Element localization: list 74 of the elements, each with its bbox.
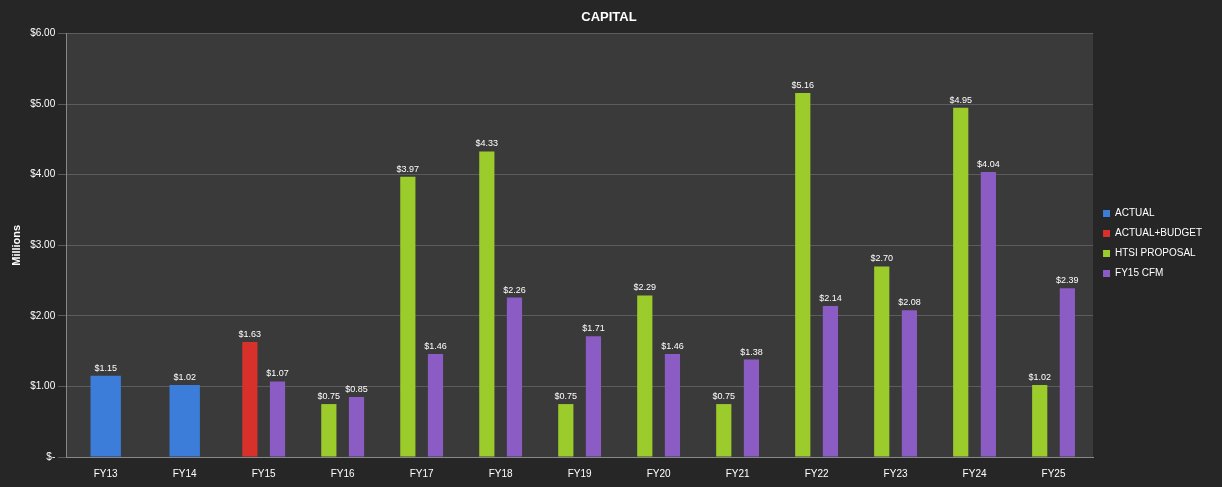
bar: [1059, 288, 1075, 457]
bar: [90, 375, 121, 457]
chart-title: CAPITAL: [581, 9, 637, 25]
bar: [822, 305, 839, 457]
bar: [716, 404, 732, 457]
y-tick-label: $4.00: [30, 168, 56, 180]
data-label: $2.14: [819, 292, 842, 303]
bar: [242, 341, 258, 457]
bar: [427, 353, 444, 457]
data-label: $2.29: [633, 282, 657, 293]
data-label: $1.63: [238, 328, 262, 339]
legend-label: FY15 CFM: [1115, 267, 1164, 279]
bar: [874, 266, 890, 457]
bar: [901, 310, 917, 457]
bar: [1032, 385, 1048, 457]
bar: [269, 381, 286, 457]
x-tick-label: FY23: [883, 467, 908, 479]
data-label: $2.26: [503, 284, 526, 295]
x-tick-label: FY20: [646, 467, 671, 479]
bar: [637, 295, 653, 457]
x-tick-label: FY15: [251, 467, 277, 479]
bar: [585, 336, 602, 457]
y-tick-label: $5.00: [30, 97, 56, 109]
data-label: $1.02: [173, 372, 196, 383]
legend-label: ACTUAL+BUDGET: [1115, 227, 1203, 239]
bar: [169, 385, 200, 457]
legend-label: HTSI PROPOSAL: [1115, 247, 1197, 259]
x-tick-label: FY21: [725, 467, 750, 479]
bar: [558, 404, 574, 457]
data-label: $4.04: [977, 158, 1000, 169]
bar: [400, 176, 416, 457]
data-label: $1.02: [1028, 372, 1051, 383]
bar: [506, 297, 523, 457]
x-tick-label: FY18: [488, 467, 514, 479]
data-label: $1.46: [661, 340, 684, 351]
data-label: $3.97: [396, 163, 420, 174]
bar: [743, 359, 760, 457]
data-label: $1.71: [582, 323, 605, 334]
y-axis-title: Millions: [9, 224, 22, 266]
x-tick-label: FY24: [962, 467, 987, 479]
y-tick-label: $3.00: [30, 239, 56, 251]
bar: [980, 171, 996, 457]
bar: [479, 151, 495, 457]
y-tick-label: $1.00: [30, 380, 56, 392]
data-label: $0.85: [345, 384, 368, 394]
data-label: $5.16: [791, 79, 815, 90]
data-label: $0.75: [712, 391, 736, 402]
x-tick-label: FY22: [804, 467, 829, 479]
y-tick-label: $6.00: [30, 27, 56, 39]
legend-label: ACTUAL: [1115, 207, 1155, 219]
bar: [953, 107, 969, 457]
x-tick-label: FY16: [330, 467, 356, 479]
data-label: $1.15: [94, 362, 117, 373]
data-label: $1.46: [424, 340, 447, 351]
data-label: $0.75: [554, 391, 578, 402]
data-label: $4.33: [475, 138, 499, 149]
x-tick-label: FY13: [93, 467, 119, 479]
data-label: $2.70: [870, 253, 894, 264]
data-label: $4.95: [949, 94, 972, 105]
bar: [321, 404, 337, 457]
x-tick-label: FY14: [172, 467, 198, 479]
x-tick-label: FY17: [409, 467, 435, 479]
data-label: $2.08: [898, 297, 921, 308]
bar: [795, 92, 811, 457]
x-tick-label: FY25: [1041, 467, 1066, 479]
data-label: $2.39: [1056, 275, 1079, 286]
y-tick-label: $-: [46, 450, 56, 462]
y-tick-label: $2.00: [30, 309, 56, 321]
bar: [348, 397, 365, 457]
x-tick-label: FY19: [567, 467, 593, 479]
data-label: $1.07: [266, 368, 289, 379]
data-label: $0.75: [317, 391, 341, 402]
data-label: $1.38: [740, 346, 763, 357]
bar: [664, 353, 681, 457]
